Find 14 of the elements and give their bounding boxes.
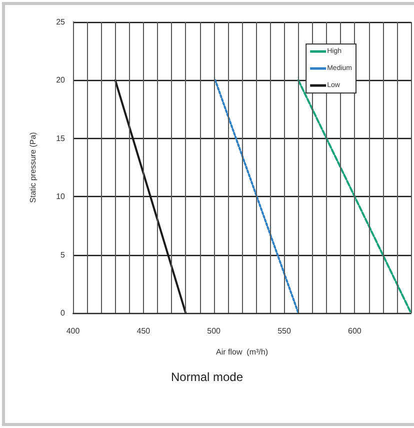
y-tick-label: 20 xyxy=(56,76,66,85)
x-axis-title: Air flow (m³/h) xyxy=(216,348,268,356)
text: Normal mode xyxy=(170,370,244,384)
y-tick-label: 25 xyxy=(56,18,66,26)
x-tick-label: 550 xyxy=(278,326,292,336)
x-tick-label: 600 xyxy=(348,326,362,336)
y-tick-label: 10 xyxy=(56,192,66,202)
y-axis-title: Static pressure (Pa) xyxy=(28,132,38,203)
y-tick-label: 0 xyxy=(60,308,66,318)
x-tick-label: 450 xyxy=(136,326,151,336)
y-tick-label: 15 xyxy=(56,134,66,143)
x-tick-label: 400 xyxy=(66,326,80,336)
y-tick-label: 5 xyxy=(60,250,66,260)
x-tick-label: 500 xyxy=(207,326,222,336)
